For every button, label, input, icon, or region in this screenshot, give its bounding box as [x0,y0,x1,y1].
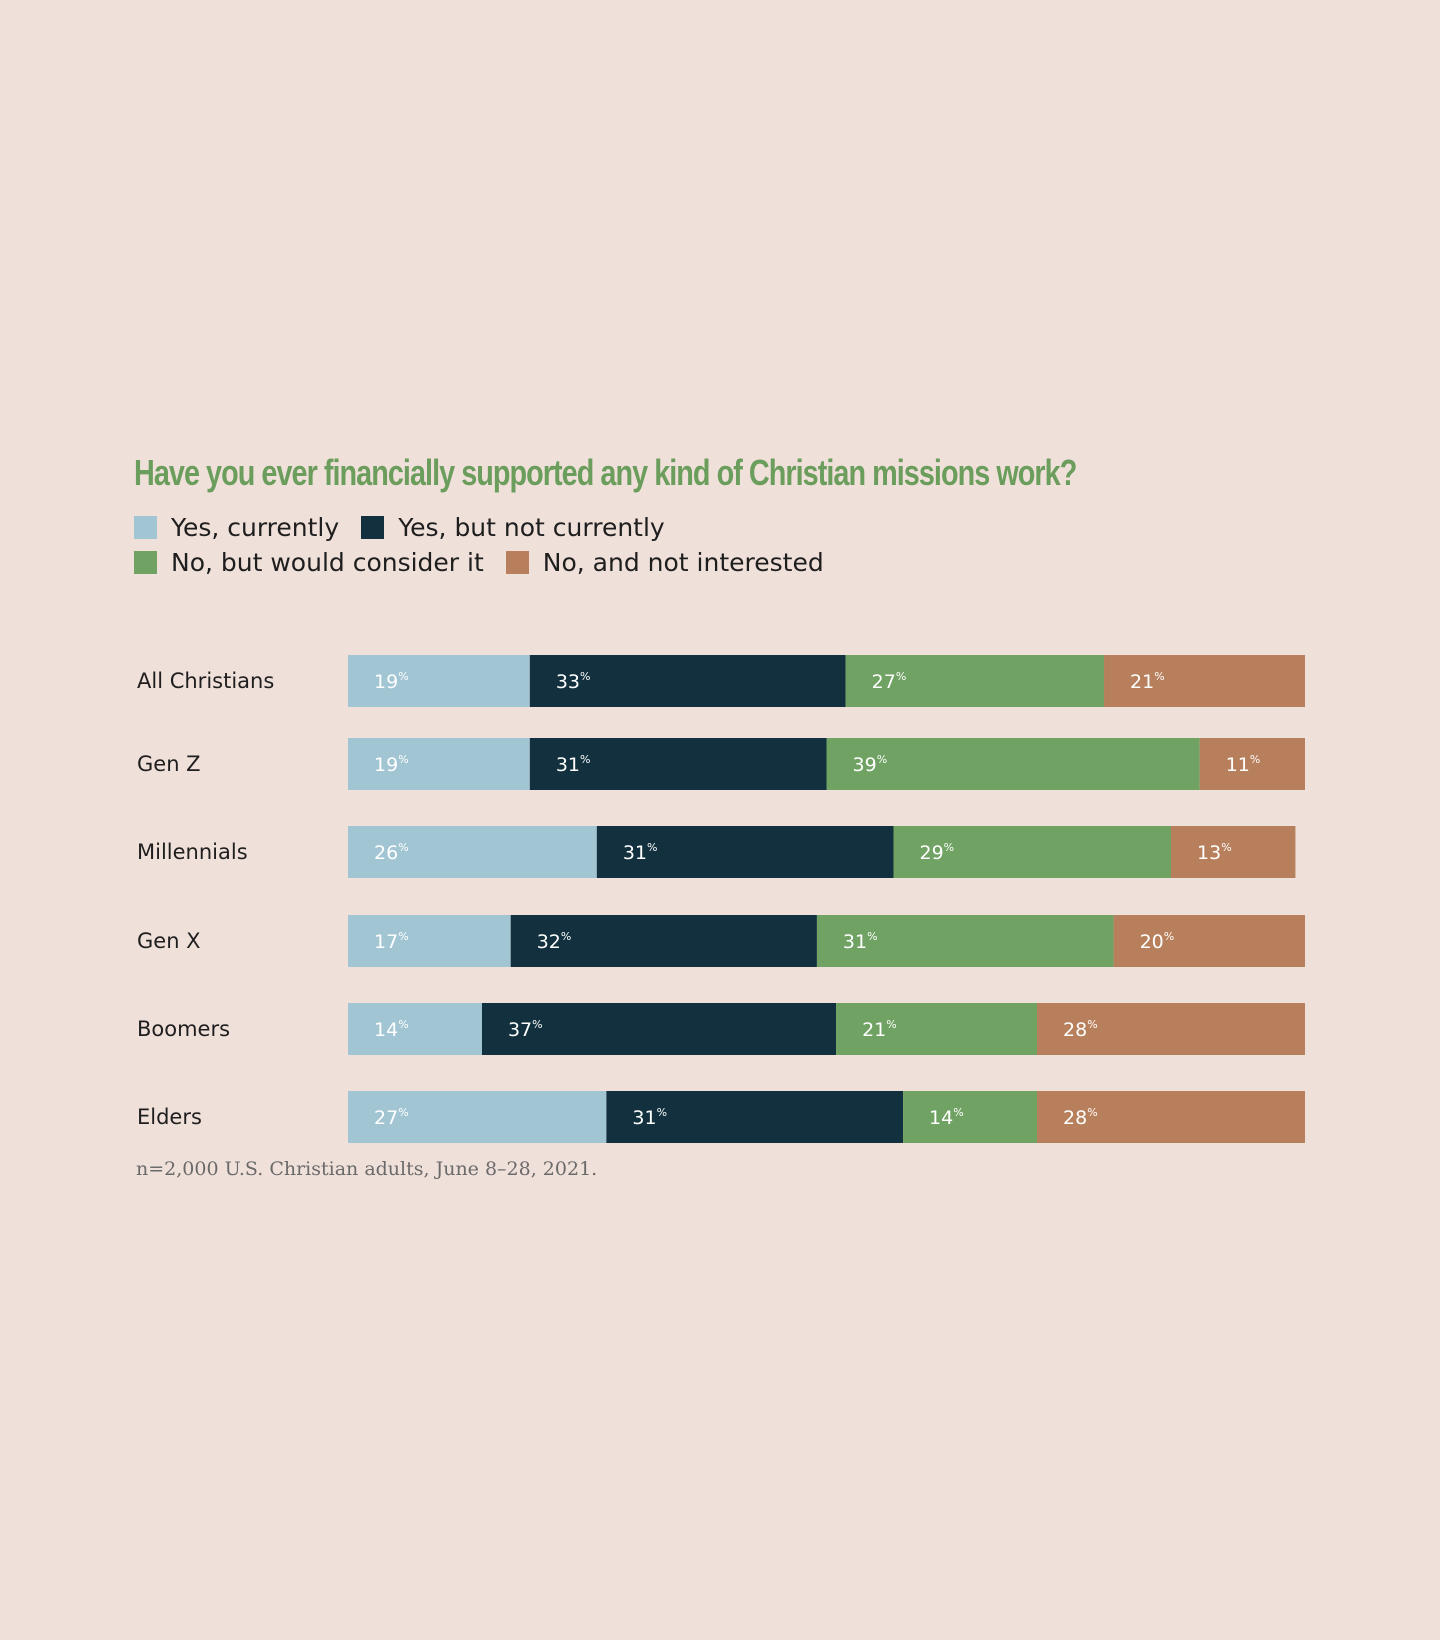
legend-label: Yes, currently [171,512,340,542]
legend-item-yes-currently: Yes, currently [134,513,339,542]
bar-segment [816,915,1114,967]
category-label: Boomers [137,1017,230,1041]
bar-segment [845,655,1105,707]
bar-segment [1113,915,1305,967]
bar-segment [596,826,894,878]
bar-segment [1037,1003,1305,1055]
bar-segment [529,655,846,707]
bar-segment [826,738,1200,790]
legend-row: No, but would consider it No, and not in… [134,545,1034,579]
bar-segment [348,915,511,967]
legend-swatch-yes-currently [134,515,157,539]
bar-segment [510,915,817,967]
legend-swatch-yes-not-currently [361,515,385,539]
bar-segment [348,826,597,878]
category-label: All Christians [137,669,274,693]
bar-segment [481,1003,837,1055]
bar-segment [606,1091,904,1143]
legend-row: Yes, currently Yes, but not currently [134,510,1034,544]
category-label: Elders [137,1105,202,1129]
bar-segment [348,655,530,707]
legend-swatch-no-would-consider [134,550,157,574]
chart-legend: Yes, currently Yes, but not currently No… [134,510,1034,580]
category-label: Millennials [137,840,248,864]
category-label: Gen X [137,929,201,953]
bar-segment [893,826,1172,878]
bar-segment [348,1091,607,1143]
bar-segment [1171,826,1296,878]
legend-label: No, but would consider it [171,547,484,577]
legend-label: No, and not interested [542,547,824,577]
bar-segment [348,738,530,790]
sample-note: n=2,000 U.S. Christian adults, June 8–28… [136,1158,598,1180]
legend-item-yes-not-currently: Yes, but not currently [361,513,665,542]
bar-segment [1199,738,1305,790]
legend-label: Yes, but not currently [398,512,665,542]
category-label: Gen Z [137,752,201,776]
bar-segment [348,1003,482,1055]
legend-item-no-would-consider: No, but would consider it [134,548,484,577]
legend-swatch-no-not-interested [505,550,529,574]
chart-title: Have you ever financially supported any … [134,452,1077,493]
bar-segment [1104,655,1305,707]
bar-segment [1037,1091,1305,1143]
bar-segment [836,1003,1038,1055]
legend-item-no-not-interested: No, and not interested [505,547,824,577]
bar-segment [903,1091,1038,1143]
bar-segment [529,738,827,790]
